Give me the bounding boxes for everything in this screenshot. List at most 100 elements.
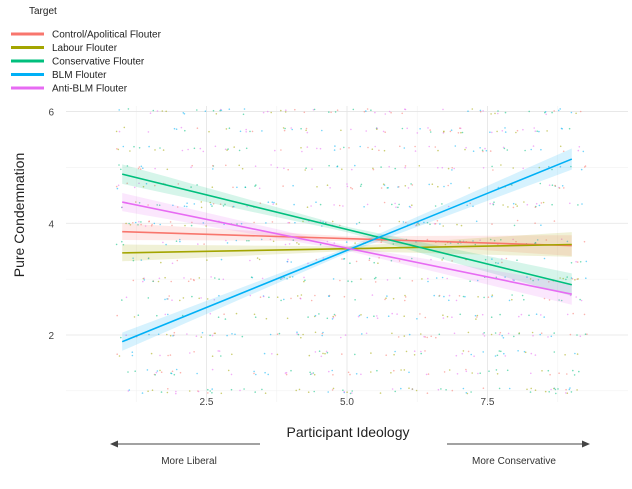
jitter-point [507,206,509,208]
jitter-point [491,165,493,168]
jitter-point [543,297,546,300]
jitter-point [188,390,191,392]
jitter-point [532,145,535,147]
jitter-point [154,374,156,376]
jitter-point [283,276,285,279]
jitter-point [240,222,243,225]
jitter-point [569,202,571,205]
jitter-point [146,369,149,371]
jitter-point [391,332,393,335]
jitter-point [143,277,145,280]
jitter-point [499,313,501,316]
jitter-point [435,336,437,339]
jitter-point [505,257,508,260]
jitter-point [115,243,118,246]
jitter-point [189,352,191,354]
jitter-point [411,280,414,282]
jitter-point [351,390,354,392]
jitter-point [373,315,375,318]
jitter-point [206,298,209,300]
jitter-point [129,224,132,226]
jitter-point [504,131,507,133]
jitter-point [401,127,404,130]
legend-label-series-3: Conservative Flouter [52,57,145,68]
jitter-point [128,389,131,391]
jitter-point [151,389,154,392]
jitter-point [491,131,493,134]
jitter-point [159,354,161,357]
jitter-point [394,167,397,170]
jitter-point [562,150,565,153]
jitter-point [255,184,257,186]
jitter-point [551,111,553,114]
jitter-point [501,258,503,260]
jitter-point [576,334,578,336]
jitter-point [318,350,321,353]
jitter-point [464,295,466,298]
jitter-point [489,238,492,241]
jitter-point [561,128,563,130]
jitter-point [241,167,244,170]
jitter-point [385,297,387,300]
jitter-point [572,312,574,315]
jitter-point [196,184,198,186]
jitter-point [482,387,485,390]
jitter-point [520,313,523,316]
jitter-point [324,352,326,355]
jitter-point [441,166,444,169]
jitter-point [132,259,135,262]
jitter-point [390,259,393,262]
jitter-point [492,203,495,206]
jitter-point [398,203,400,206]
jitter-point [532,279,534,282]
jitter-point [442,108,444,111]
jitter-point [384,113,387,115]
jitter-point [425,373,428,376]
jitter-point [397,336,400,338]
jitter-point [411,184,414,186]
jitter-point [582,150,585,153]
jitter-point [451,316,453,319]
jitter-point [540,202,543,204]
jitter-point [424,350,426,352]
jitter-point [359,145,362,148]
jitter-point [280,278,282,280]
jitter-point [579,261,582,263]
jitter-point [313,108,316,111]
jitter-point [348,147,350,149]
jitter-point [491,294,494,297]
jitter-point [255,373,257,376]
jitter-point [355,223,358,225]
jitter-point [399,145,401,148]
jitter-point [144,225,147,227]
jitter-point [467,331,470,334]
jitter-point [416,224,418,226]
jitter-point [528,314,530,317]
jitter-point [511,184,513,186]
jitter-point [310,299,313,302]
jitter-point [132,279,135,282]
jitter-point [296,331,298,334]
jitter-point [419,128,421,130]
jitter-point [368,257,371,260]
direction-arrows: More Liberal More Conservative [110,440,590,467]
jitter-point [242,113,245,116]
jitter-point [447,167,450,170]
jitter-point [451,169,453,171]
jitter-point [184,129,186,132]
jitter-point [484,258,487,261]
jitter-point [491,295,493,298]
jitter-point [256,257,259,259]
jitter-point [291,276,294,278]
jitter-point [540,148,542,151]
jitter-point [398,220,401,223]
jitter-point [558,372,560,375]
jitter-point [341,258,343,260]
jitter-point [498,333,501,336]
jitter-point [493,239,496,242]
jitter-point [336,109,339,111]
jitter-point [557,109,560,112]
jitter-point [441,259,443,261]
jitter-point [436,220,439,222]
jitter-point [427,127,429,129]
